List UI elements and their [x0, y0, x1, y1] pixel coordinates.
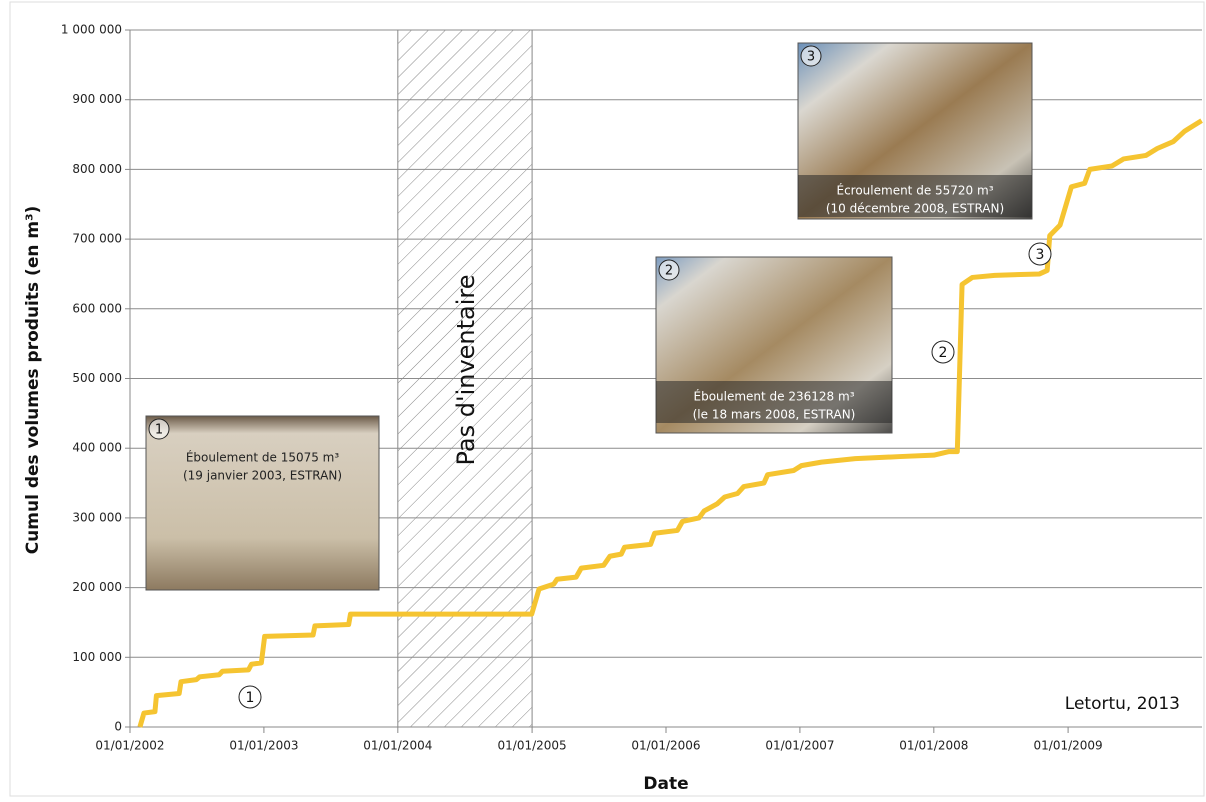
- photo-caption-bg: [798, 175, 1032, 217]
- x-tick-label: 01/01/2007: [765, 739, 834, 753]
- y-tick-label: 1 000 000: [61, 23, 122, 37]
- no-inventory-label: Pas d'inventaire: [452, 274, 480, 465]
- source: Letortu, 2013: [1065, 694, 1180, 714]
- x-tick-label: 01/01/2008: [899, 739, 968, 753]
- x-tick-label: 01/01/2006: [631, 739, 700, 753]
- y-tick-label: 0: [114, 720, 122, 734]
- photo-caption: Éboulement de 15075 m³: [186, 450, 340, 465]
- x-tick-label: 01/01/2005: [498, 739, 567, 753]
- event-photo: [145, 415, 380, 591]
- x-tick-label: 01/01/2009: [1034, 739, 1103, 753]
- frame: [9, 1, 1205, 797]
- photo-marker: 1: [155, 423, 163, 438]
- data-line: [137, 118, 1203, 728]
- line-marker-circle: [931, 340, 955, 364]
- photo-marker-circle: [658, 259, 680, 281]
- y-tick-label: 300 000: [72, 510, 122, 524]
- y-tick-label: 900 000: [72, 92, 122, 106]
- y-tick-label: 700 000: [72, 232, 122, 246]
- photo-caption: (19 janvier 2003, ESTRAN): [183, 469, 342, 483]
- photo-caption: (le 18 mars 2008, ESTRAN): [693, 408, 856, 422]
- y-tick-label: 800 000: [72, 162, 122, 176]
- x-tick-label: 01/01/2004: [363, 739, 432, 753]
- line-marker: 3: [1036, 247, 1045, 263]
- x-axis-title: Date: [643, 774, 688, 794]
- x-tick-label: 01/01/2003: [229, 739, 298, 753]
- y-tick-label: 200 000: [72, 580, 122, 594]
- y-axis-title: Cumul des volumes produits (en m³): [23, 206, 43, 555]
- photo-marker: 3: [807, 50, 815, 65]
- photo-marker-circle: [148, 418, 170, 440]
- photo-caption: Éboulement de 236128 m³: [694, 389, 855, 404]
- photo-caption-bg: [656, 381, 892, 423]
- y-tick-label: 400 000: [72, 441, 122, 455]
- photo-marker-circle: [800, 45, 822, 67]
- photo-marker: 2: [665, 264, 673, 279]
- line-marker-circle: [238, 685, 262, 709]
- photo-caption: (10 décembre 2008, ESTRAN): [826, 202, 1004, 216]
- line-marker: 2: [939, 345, 948, 361]
- x-tick-label: 01/01/2002: [95, 739, 164, 753]
- y-tick-label: 500 000: [72, 371, 122, 385]
- y-tick-label: 100 000: [72, 650, 122, 664]
- y-tick-label: 600 000: [72, 301, 122, 315]
- line-marker-circle: [1028, 242, 1052, 266]
- photo-caption: Écroulement de 55720 m³: [836, 183, 993, 198]
- line-marker: 1: [246, 690, 255, 706]
